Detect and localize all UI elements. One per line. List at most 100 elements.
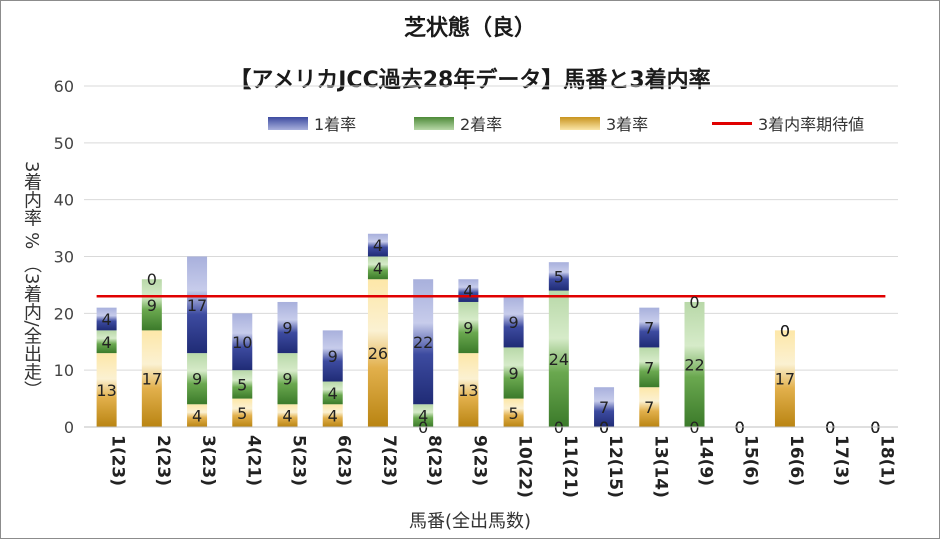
legend-label-1st: 1着率 [314, 115, 357, 134]
data-label: 9 [328, 347, 338, 366]
data-label: 9 [463, 319, 473, 338]
legend-label-3rd: 3着率 [606, 115, 649, 134]
bar-segment [232, 398, 253, 427]
legend-label-expected: 3着内率期待値 [758, 115, 865, 134]
data-label: 24 [549, 350, 569, 369]
x-tick-label: 8(23) [424, 435, 444, 486]
data-label: 4 [418, 407, 428, 426]
bar-segment [548, 262, 569, 291]
data-label: 17 [142, 370, 162, 389]
bar-segment [96, 353, 117, 427]
data-label: 4 [373, 236, 383, 255]
legend-item-expected: 3着内率期待値 [712, 112, 864, 134]
y-tick-label: 20 [54, 304, 74, 323]
bar-segment [458, 301, 479, 354]
y-tick-label: 60 [54, 77, 74, 96]
data-label: 0 [780, 321, 790, 340]
data-label: 22 [413, 333, 433, 352]
x-tick-label: 1(23) [108, 435, 128, 486]
x-tick-label: 5(23) [289, 435, 309, 486]
x-tick-label: 2(23) [153, 435, 173, 486]
data-label: 5 [509, 404, 519, 423]
x-tick-label: 13(14) [650, 435, 670, 498]
x-tick-label: 18(1) [876, 435, 896, 486]
data-label: 0 [689, 293, 699, 312]
legend-swatch-2nd [414, 116, 454, 130]
y-tick-label: 40 [54, 191, 74, 210]
x-tick-label: 12(15) [605, 435, 625, 498]
legend-swatch-3rd [560, 116, 600, 130]
bar-segment [458, 353, 479, 427]
data-label: 9 [282, 370, 292, 389]
bar-segment [277, 301, 298, 354]
data-label: 4 [282, 407, 292, 426]
legend-item-2nd: 2着率 [414, 112, 502, 134]
bar-segment [503, 296, 524, 348]
bar-segment [322, 330, 343, 382]
bar-segment [639, 347, 660, 388]
bar-segment [367, 279, 388, 427]
data-label: 4 [102, 333, 112, 352]
bar-segment [413, 404, 434, 427]
data-label: 7 [644, 398, 654, 417]
data-label: 9 [509, 313, 519, 332]
bar-segment [96, 330, 117, 354]
bar-segment [548, 290, 569, 427]
x-tick-label: 10(22) [515, 435, 535, 498]
bar-segment [277, 353, 298, 405]
data-label: 4 [102, 310, 112, 329]
bar-segment [639, 307, 660, 348]
y-tick-label: 10 [54, 361, 74, 380]
chart-title: 芝状態（良） [403, 16, 536, 41]
x-tick-label: 15(6) [741, 435, 761, 486]
legend-line-expected [712, 121, 752, 125]
data-label: 4 [192, 407, 202, 426]
data-label: 9 [192, 370, 202, 389]
y-axis-label: 3着内率 % （3着内/全出走） [21, 161, 42, 399]
bar-segment [232, 370, 253, 399]
data-label: 5 [554, 267, 564, 286]
bar-segment [503, 347, 524, 399]
bar-segment [187, 353, 208, 405]
data-label: 9 [509, 364, 519, 383]
data-label: 13 [458, 381, 478, 400]
data-label: 13 [96, 381, 116, 400]
legend-label-2nd: 2着率 [460, 115, 503, 134]
bar-segment [413, 279, 434, 405]
bar-segment [684, 301, 705, 427]
data-label: 5 [237, 404, 247, 423]
data-label: 7 [599, 398, 609, 417]
x-tick-label: 9(23) [469, 435, 489, 486]
bar-segment [322, 381, 343, 405]
data-label: 0 [147, 270, 157, 289]
bar-segment [187, 256, 208, 354]
bar-segment [503, 398, 524, 427]
data-label: 9 [282, 319, 292, 338]
data-label: 9 [147, 296, 157, 315]
legend-item-1st: 1着率 [268, 112, 356, 134]
data-label: 5 [237, 375, 247, 394]
chart-subtitle: 【アメリカJCC過去28年データ】馬番と3着内率 [229, 68, 711, 93]
x-axis-label: 馬番(全出馬数) [408, 511, 532, 532]
data-label: 17 [187, 296, 207, 315]
data-label: 0 [780, 321, 790, 340]
data-label: 4 [463, 282, 473, 301]
x-tick-label: 16(6) [786, 435, 806, 486]
bar-segment [639, 387, 660, 427]
y-tick-label: 0 [64, 418, 74, 437]
bar-segment [277, 404, 298, 427]
x-tick-label: 11(21) [560, 435, 580, 498]
data-label: 26 [368, 344, 388, 363]
y-tick-label: 30 [54, 248, 74, 267]
data-label: 10 [232, 333, 252, 352]
data-label: 4 [328, 384, 338, 403]
data-label: 22 [684, 355, 704, 374]
legend-swatch-1st [268, 116, 308, 130]
x-tick-label: 17(3) [831, 435, 851, 486]
bar-segment [367, 256, 388, 280]
x-tick-label: 7(23) [379, 435, 399, 486]
x-tick-label: 14(9) [696, 435, 716, 486]
data-label: 4 [328, 407, 338, 426]
